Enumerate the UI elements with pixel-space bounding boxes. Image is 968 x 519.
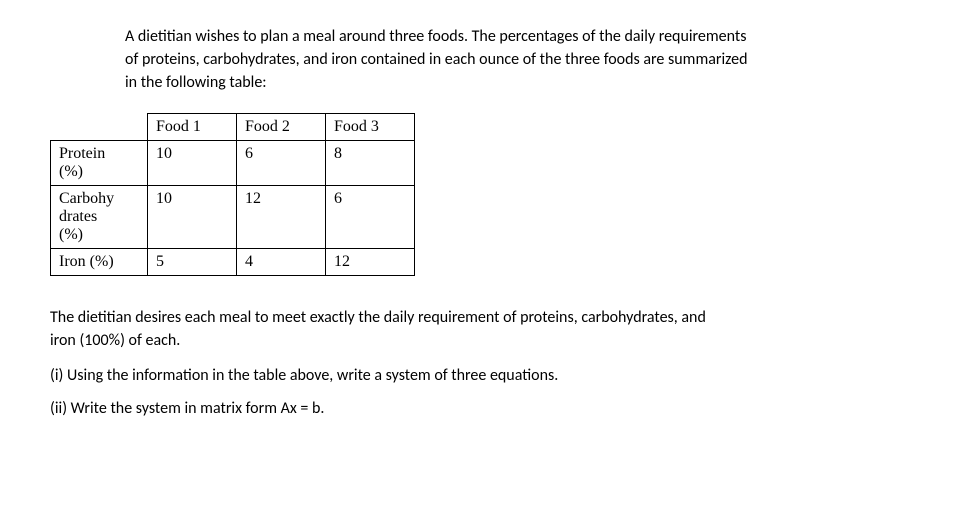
- row-label-carbohydrates: Carbohydrates(%): [51, 185, 148, 248]
- intro-line-2: of proteins, carbohydrates, and iron con…: [125, 50, 747, 69]
- column-header-food-2: Food 2: [237, 113, 326, 140]
- intro-line-3: in the following table:: [125, 73, 267, 92]
- requirement-line-2: iron (100%) of each.: [50, 331, 180, 350]
- nutrient-table: Food 1 Food 2 Food 3 Protein(%) 10 6 8 C…: [50, 113, 415, 276]
- column-header-food-1: Food 1: [148, 113, 237, 140]
- requirement-paragraph: The dietitian desires each meal to meet …: [50, 306, 918, 352]
- cell-carb-food3: 6: [326, 185, 415, 248]
- question-part-ii: (ii) Write the system in matrix form Ax …: [50, 399, 918, 418]
- cell-protein-food1: 10: [148, 140, 237, 185]
- cell-iron-food2: 4: [237, 248, 326, 275]
- table-row: Iron (%) 5 4 12: [51, 248, 415, 275]
- cell-iron-food3: 12: [326, 248, 415, 275]
- cell-carb-food2: 12: [237, 185, 326, 248]
- table-corner-cell: [51, 113, 148, 140]
- requirement-line-1: The dietitian desires each meal to meet …: [50, 308, 706, 327]
- table-row: Carbohydrates(%) 10 12 6: [51, 185, 415, 248]
- table-header-row: Food 1 Food 2 Food 3: [51, 113, 415, 140]
- row-label-protein: Protein(%): [51, 140, 148, 185]
- cell-carb-food1: 10: [148, 185, 237, 248]
- question-part-i: (i) Using the information in the table a…: [50, 366, 918, 385]
- cell-protein-food3: 8: [326, 140, 415, 185]
- column-header-food-3: Food 3: [326, 113, 415, 140]
- page-container: A dietitian wishes to plan a meal around…: [0, 0, 968, 418]
- row-label-iron: Iron (%): [51, 248, 148, 275]
- intro-line-1: A dietitian wishes to plan a meal around…: [125, 27, 746, 46]
- cell-iron-food1: 5: [148, 248, 237, 275]
- table-row: Protein(%) 10 6 8: [51, 140, 415, 185]
- cell-protein-food2: 6: [237, 140, 326, 185]
- intro-paragraph: A dietitian wishes to plan a meal around…: [125, 25, 918, 95]
